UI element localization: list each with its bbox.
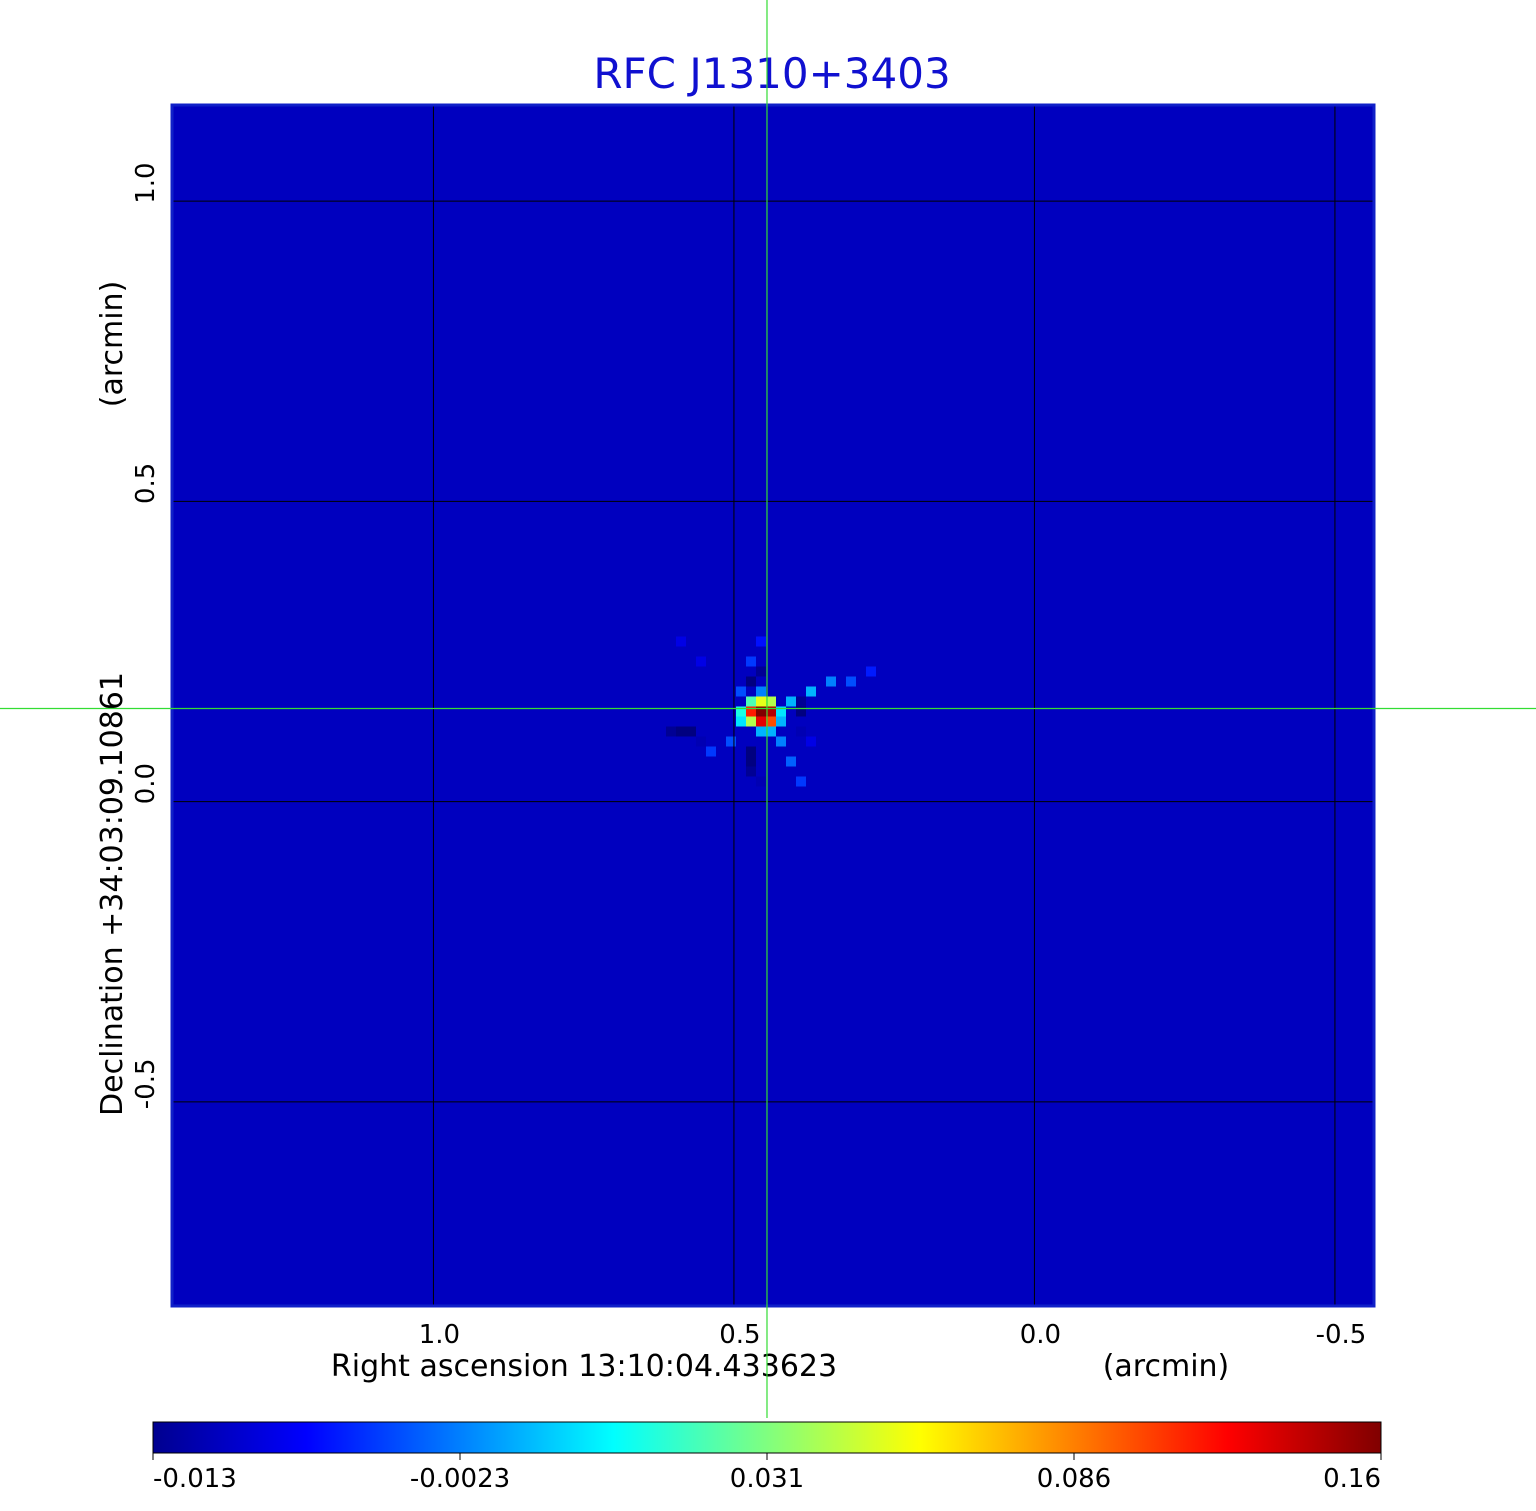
heatmap-cell xyxy=(756,706,766,717)
heatmap-cell xyxy=(766,696,776,707)
heatmap-cell xyxy=(746,756,756,767)
heatmap-cell xyxy=(796,776,806,787)
heatmap-cell xyxy=(756,776,766,787)
heatmap-cell xyxy=(676,726,686,737)
colorbar-tick-label: -0.0023 xyxy=(410,1464,510,1494)
x-tick-label: -0.5 xyxy=(1316,1320,1367,1350)
x-tick-labels: 1.0 0.5 0.0 -0.5 xyxy=(419,1320,1367,1350)
chart-title: RFC J1310+3403 xyxy=(593,49,950,98)
x-tick-label: 0.5 xyxy=(719,1320,760,1350)
colorbar-tick-label: -0.013 xyxy=(153,1464,237,1494)
heatmap-cell xyxy=(776,716,786,727)
colorbar-tick-label: 0.086 xyxy=(1037,1464,1111,1494)
colorbar-tick-labels: -0.013 -0.0023 0.031 0.086 0.16 xyxy=(152,1453,1382,1494)
heatmap-cell xyxy=(696,736,706,747)
heatmap-cell xyxy=(766,726,776,737)
plot-frame xyxy=(170,103,1376,1308)
heatmap-cell xyxy=(726,736,736,747)
heatmap-cell xyxy=(746,676,756,687)
heatmap-cell xyxy=(826,676,836,687)
heatmap-cell xyxy=(746,656,756,667)
y-tick-labels: 1.0 0.5 0.0 -0.5 xyxy=(131,162,161,1109)
heatmap-cell xyxy=(776,706,786,717)
heatmap-cell xyxy=(756,716,766,727)
heatmap-cell xyxy=(746,706,756,717)
heatmap-cell xyxy=(746,746,756,757)
x-axis-label: Right ascension 13:10:04.433623 xyxy=(331,1349,837,1384)
heatmap-cell xyxy=(756,726,766,737)
heatmap-cells xyxy=(666,636,876,787)
y-tick-label: 0.0 xyxy=(131,763,161,804)
heatmap-cell xyxy=(796,706,806,717)
heatmap-cell xyxy=(756,686,766,697)
x-tick-label: 1.0 xyxy=(419,1320,460,1350)
heatmap-cell xyxy=(666,726,676,737)
heatmap-cell xyxy=(756,666,766,677)
heatmap-cell xyxy=(706,746,716,757)
y-tick-label: 1.0 xyxy=(131,162,161,203)
heatmap-cell xyxy=(676,636,686,647)
heatmap-cell xyxy=(766,706,776,717)
heatmap-cell xyxy=(756,696,766,707)
heatmap-cell xyxy=(756,636,766,647)
crosshair xyxy=(0,0,1536,1418)
heatmap-cell xyxy=(746,766,756,777)
heatmap-cell xyxy=(866,666,876,677)
heatmap-cell xyxy=(786,756,796,767)
y-axis-unit: (arcmin) xyxy=(95,281,130,408)
heatmap-cell xyxy=(786,696,796,707)
colorbar xyxy=(152,1421,1382,1454)
colorbar-tick-label: 0.031 xyxy=(730,1464,804,1494)
y-axis-label: Declination +34:03:09.10861 xyxy=(95,672,130,1116)
heatmap-cell xyxy=(796,726,806,737)
heatmap-cell xyxy=(686,726,696,737)
heatmap-cell xyxy=(696,656,706,667)
heatmap-cell xyxy=(736,706,746,717)
heatmap-cell xyxy=(746,696,756,707)
colorbar-tick-label: 0.16 xyxy=(1323,1464,1381,1494)
heatmap-cell xyxy=(736,716,746,727)
heatmap-cell xyxy=(736,686,746,697)
heatmap-cell xyxy=(746,716,756,727)
heatmap-cell xyxy=(846,676,856,687)
heatmap-cell xyxy=(796,696,806,707)
x-tick-label: 0.0 xyxy=(1020,1320,1061,1350)
heatmap-cell xyxy=(806,736,816,747)
heatmap-cell xyxy=(806,686,816,697)
x-axis-unit: (arcmin) xyxy=(1103,1349,1230,1384)
y-tick-label: -0.5 xyxy=(131,1058,161,1109)
y-tick-label: 0.5 xyxy=(131,463,161,504)
coordinate-grid xyxy=(172,105,1374,1306)
heatmap-cell xyxy=(776,736,786,747)
heatmap-cell xyxy=(766,716,776,727)
